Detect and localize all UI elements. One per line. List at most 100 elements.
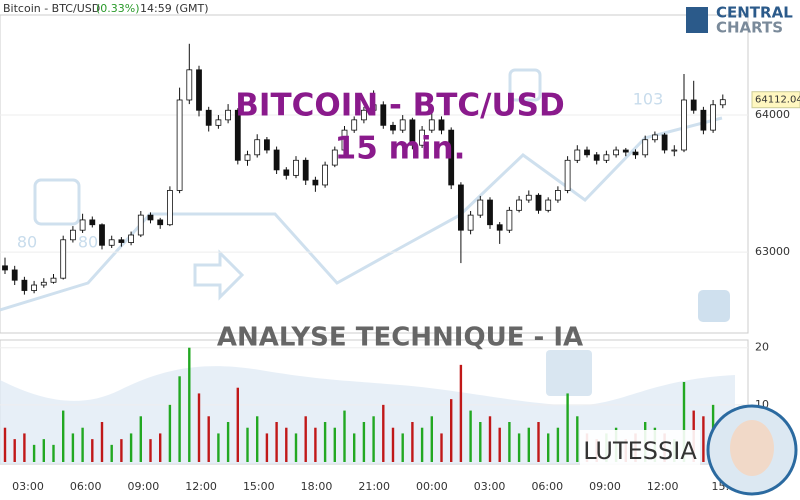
candle-body [176, 99, 183, 191]
volume-bar [469, 410, 472, 462]
volume-bar [459, 364, 463, 462]
candle-body [205, 109, 212, 126]
candle-body [370, 104, 377, 111]
volume-bar [226, 422, 230, 462]
watermark-number: 103 [633, 90, 664, 109]
candle-body [409, 119, 416, 146]
volume-bar [110, 444, 113, 462]
candle-body [351, 119, 358, 131]
volume-bar [285, 427, 288, 462]
watermark-icon [508, 68, 542, 102]
candle-body [99, 224, 105, 246]
candle-body [477, 199, 484, 216]
candle-body [40, 281, 47, 286]
volume-bar [702, 416, 705, 462]
volume-bar [236, 387, 239, 462]
last-price-label: 64112.04 [755, 95, 800, 106]
candle-body [302, 159, 309, 181]
volume-bar [420, 427, 424, 462]
candle-body [603, 154, 610, 161]
candle-body [487, 199, 493, 226]
volume-bar [71, 433, 75, 462]
volume-bar [246, 427, 249, 462]
volume-bar [391, 427, 395, 462]
volume-bar [207, 416, 210, 462]
x-tick-label: 12:00 [185, 480, 217, 493]
volume-bar [197, 393, 201, 462]
candle-body [79, 219, 86, 231]
candle-body [360, 109, 367, 121]
volume-bar [23, 433, 26, 462]
candle-body [555, 190, 561, 201]
candle-body [322, 164, 329, 186]
candle-body [263, 139, 270, 151]
volume-bar [159, 433, 162, 462]
annotation: ANALYSE TECHNIQUE - IA [217, 323, 583, 353]
volume-bar [517, 433, 521, 462]
x-tick-label: 15:00 [243, 480, 275, 493]
volume-bar [498, 427, 501, 462]
x-tick-label: 21:00 [358, 480, 390, 493]
candle-body [467, 214, 474, 231]
volume-bar [32, 444, 36, 462]
brand: LUTESSIA [583, 437, 697, 465]
candle-body [137, 214, 144, 236]
candle-body [50, 277, 57, 283]
x-tick-label: 09:00 [128, 480, 160, 493]
brand-box [580, 430, 700, 470]
candle-body [234, 109, 241, 161]
volume-bar [343, 410, 346, 462]
volume-bar [81, 427, 84, 462]
volume-bar [3, 427, 7, 462]
volume-bar [304, 416, 307, 462]
volume-bar [120, 439, 123, 462]
candle-body [2, 265, 8, 271]
candle-body [652, 134, 658, 141]
avatar-face [730, 420, 774, 476]
volume-bar [314, 427, 317, 462]
candle-body [574, 149, 581, 161]
volume-bar [275, 422, 278, 462]
candle-body [273, 149, 280, 171]
volume-bar [450, 399, 453, 462]
candle-body [128, 234, 135, 243]
price-panel [0, 14, 749, 334]
candle-body [545, 199, 552, 211]
logo-text: CHARTS [716, 19, 783, 37]
volume-bar [323, 422, 327, 462]
logo-mark [686, 7, 708, 33]
watermark-number: 80 [17, 233, 37, 252]
candle-body [331, 149, 338, 166]
volume-bar [537, 422, 540, 462]
candle-body [118, 239, 125, 243]
x-tick-label: 00:00 [416, 480, 448, 493]
y-tick-label: 63000 [755, 245, 790, 258]
candle-body [448, 129, 455, 186]
volume-bar [62, 410, 65, 462]
candle-body [31, 284, 38, 291]
candle-body [671, 149, 678, 152]
candle-body [166, 190, 173, 226]
candle-body [438, 119, 445, 131]
candle-body [622, 149, 629, 153]
volume-bar [430, 416, 433, 462]
volume-bar [178, 376, 181, 462]
volume-bar [362, 422, 366, 462]
volume-bar [411, 422, 414, 462]
volume-bar [294, 433, 298, 462]
volume-bar [508, 422, 511, 462]
volume-bar [168, 404, 172, 462]
logo-text: CENTRAL [716, 4, 793, 22]
candle-body [419, 129, 426, 146]
candle-body [21, 279, 28, 291]
y-tick-label: 64000 [755, 108, 790, 121]
volume-bar [13, 439, 16, 462]
candle-body [225, 109, 232, 121]
candle-body [681, 99, 687, 151]
volume-bar [576, 416, 579, 462]
volume-bar [333, 427, 336, 462]
candle-body [457, 184, 464, 231]
candle-body [70, 229, 76, 241]
header-instrument: Bitcoin - BTC/USD [3, 2, 100, 15]
candle-body [399, 119, 406, 131]
